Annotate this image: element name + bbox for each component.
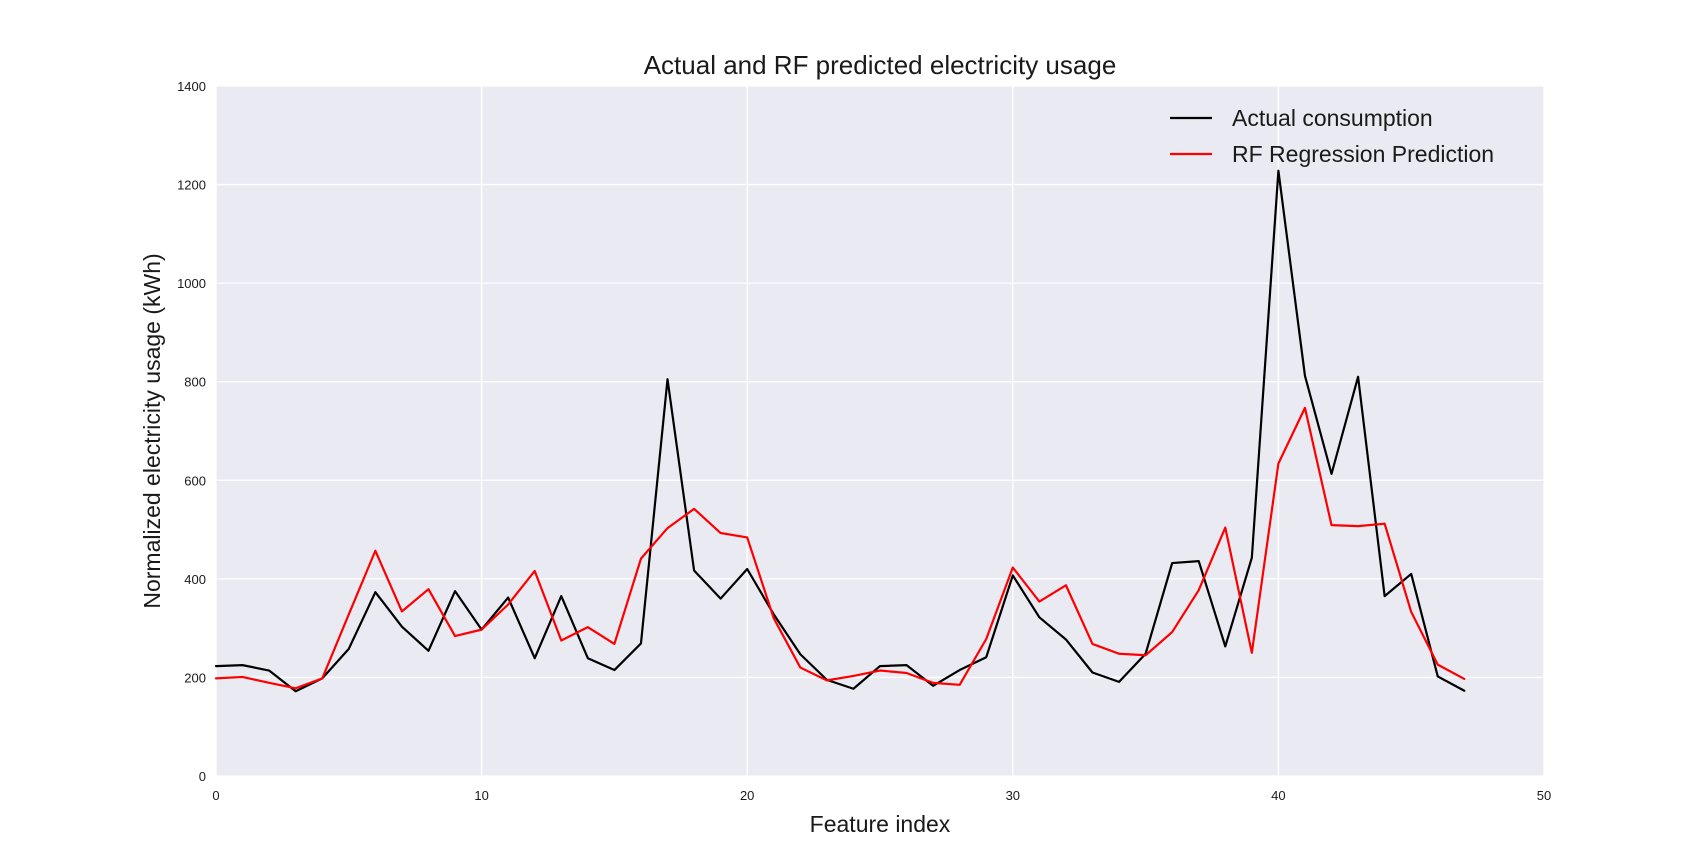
- x-tick-label: 10: [474, 788, 488, 803]
- x-tick-label: 50: [1537, 788, 1551, 803]
- legend: Actual consumption RF Regression Predict…: [1170, 105, 1494, 167]
- y-tick-label: 200: [184, 670, 206, 685]
- x-tick-label: 20: [740, 788, 754, 803]
- x-tick-labels: 0 10 20 30 40 50: [212, 788, 1551, 803]
- y-tick-label: 600: [184, 473, 206, 488]
- y-tick-label: 1400: [177, 79, 206, 94]
- series-line-prediction: [214, 406, 1466, 690]
- chart-title: Actual and RF predicted electricity usag…: [644, 50, 1117, 80]
- x-axis-label: Feature index: [810, 811, 951, 837]
- legend-label-prediction: RF Regression Prediction: [1232, 141, 1494, 167]
- series-lines: [214, 169, 1466, 693]
- x-tick-label: 30: [1006, 788, 1020, 803]
- y-tick-label: 800: [184, 375, 206, 390]
- y-tick-label: 0: [199, 769, 206, 784]
- y-axis-label: Normalized electricity usage (kWh): [139, 253, 165, 608]
- y-tick-label: 1000: [177, 276, 206, 291]
- grid-lines: [215, 85, 1545, 777]
- y-tick-labels: 0 200 400 600 800 1000 1200 1400: [177, 79, 206, 784]
- x-tick-label: 0: [212, 788, 219, 803]
- x-tick-label: 40: [1271, 788, 1285, 803]
- y-tick-label: 400: [184, 572, 206, 587]
- legend-label-actual: Actual consumption: [1232, 105, 1433, 131]
- plot-background: [216, 86, 1544, 776]
- series-line-actual: [214, 169, 1466, 693]
- y-tick-label: 1200: [177, 178, 206, 193]
